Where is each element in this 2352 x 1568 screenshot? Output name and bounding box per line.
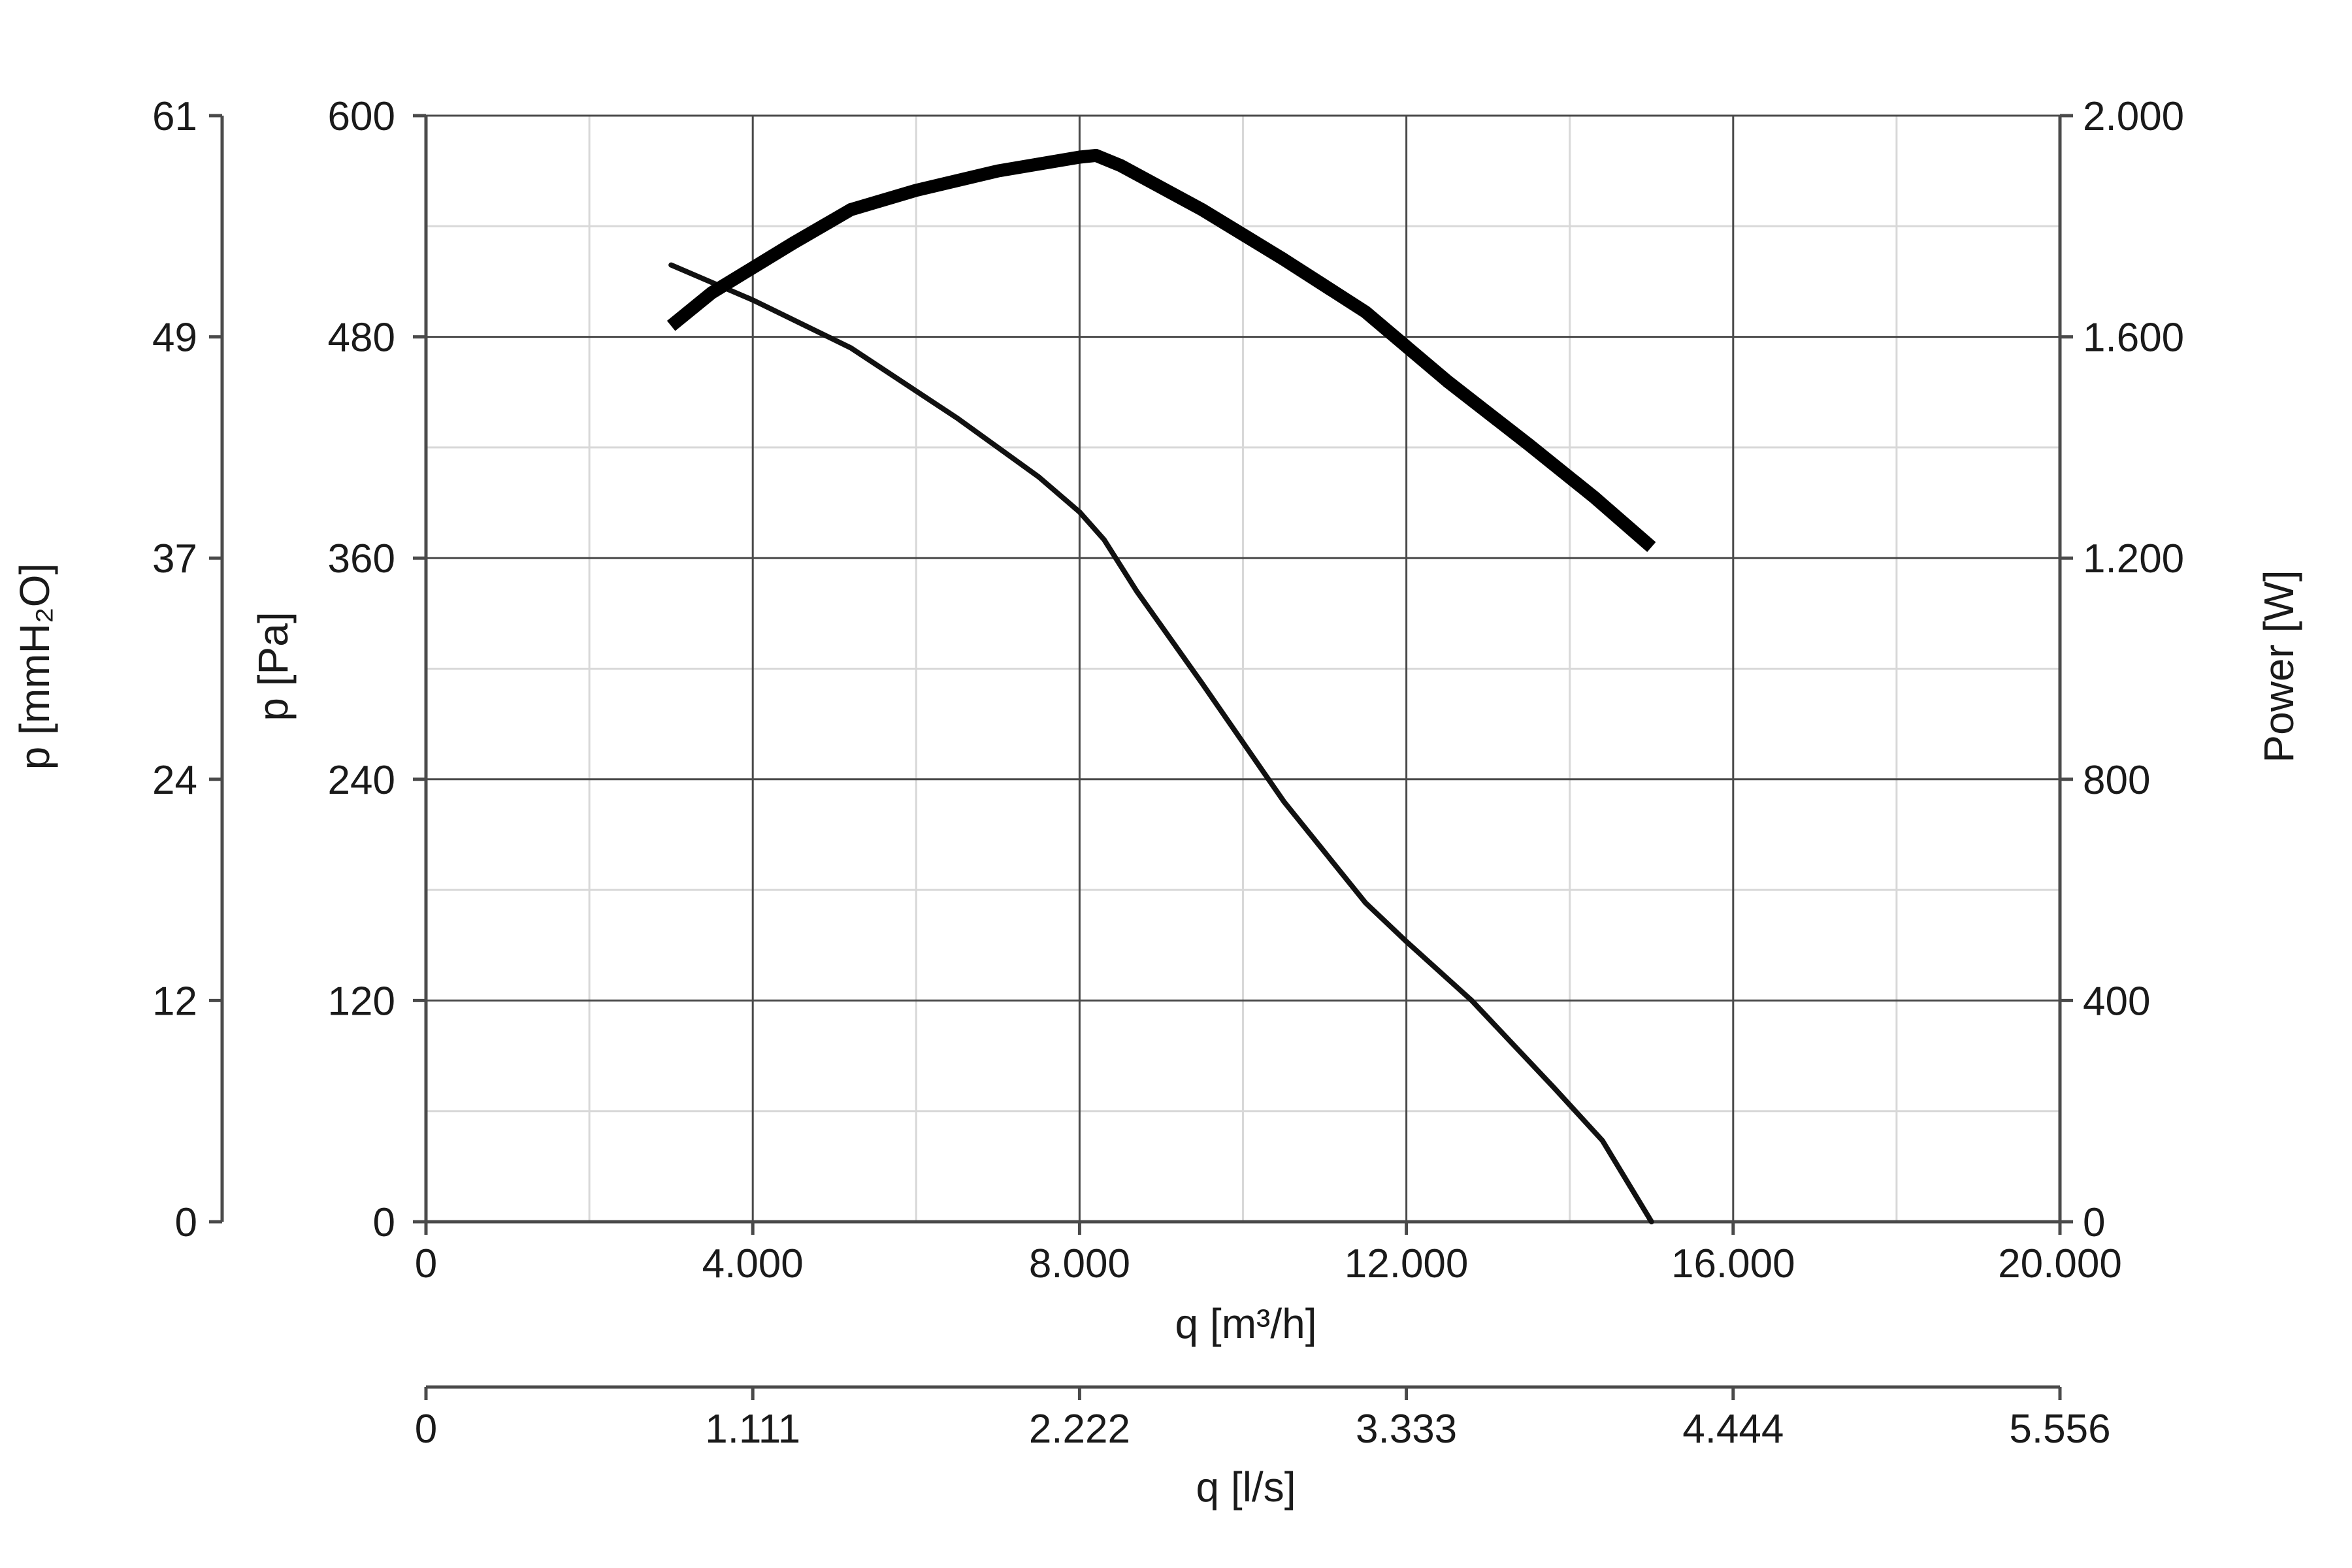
- y-outer-tick-label: 37: [152, 536, 197, 581]
- y-tick-label: 120: [328, 979, 395, 1024]
- x2-tick-label: 4.444: [1682, 1407, 1784, 1452]
- y-right-axis-label: Power [W]: [2255, 570, 2302, 762]
- x2-tick-label: 2.222: [1029, 1407, 1130, 1452]
- y-right-tick-label: 1.600: [2083, 316, 2184, 361]
- y-tick-label: 360: [328, 536, 395, 581]
- y-right-tick-label: 0: [2083, 1200, 2105, 1245]
- x2-tick-label: 5.556: [2009, 1407, 2110, 1452]
- x2-tick-label: 0: [415, 1407, 437, 1452]
- y-right-tick-label: 2.000: [2083, 94, 2184, 139]
- x-axis-label: q [m³/h]: [1175, 1300, 1317, 1347]
- x-tick-label: 12.000: [1345, 1241, 1469, 1286]
- x-tick-label: 20.000: [1998, 1241, 2122, 1286]
- y-outer-axis-label: p [mmH₂O]: [11, 563, 58, 770]
- y-outer-tick-label: 61: [152, 94, 197, 139]
- x-tick-label: 16.000: [1671, 1241, 1795, 1286]
- y-tick-label: 600: [328, 94, 395, 139]
- x2-tick-label: 1.111: [705, 1407, 800, 1452]
- y-right-tick-label: 800: [2083, 758, 2150, 803]
- y-outer-tick-label: 0: [175, 1200, 197, 1245]
- y-axis-label: p [Pa]: [250, 612, 297, 721]
- x2-axis-label: q [l/s]: [1196, 1463, 1296, 1511]
- axes: [209, 114, 2073, 1400]
- power-curve: [666, 148, 1656, 552]
- x2-tick-label: 3.333: [1356, 1407, 1457, 1452]
- y-outer-tick-label: 49: [152, 316, 197, 361]
- curves: [666, 148, 1656, 1224]
- y-outer-tick-label: 12: [152, 979, 197, 1024]
- x-tick-label: 4.000: [702, 1241, 804, 1286]
- minor-gridlines: [426, 116, 2060, 1222]
- y-right-tick-label: 400: [2083, 979, 2150, 1024]
- pressure-curve: [668, 262, 1654, 1224]
- x-tick-label: 8.000: [1029, 1241, 1130, 1286]
- x-tick-label: 0: [415, 1241, 437, 1286]
- y-tick-label: 0: [373, 1200, 395, 1245]
- y-right-tick-label: 1.200: [2083, 536, 2184, 581]
- y-tick-label: 480: [328, 316, 395, 361]
- y-outer-tick-label: 24: [152, 758, 197, 803]
- y-tick-label: 240: [328, 758, 395, 803]
